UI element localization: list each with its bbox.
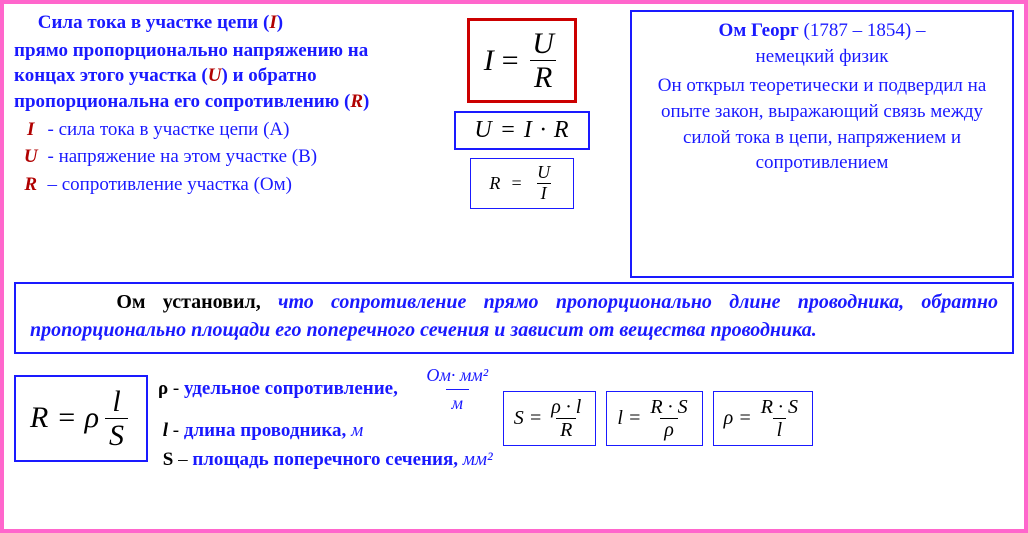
body-U: U bbox=[208, 65, 222, 86]
f3-num: U bbox=[537, 163, 550, 183]
def-R: R – сопротивление участка (Ом) bbox=[14, 172, 414, 198]
lg-S-dash: – bbox=[173, 449, 192, 470]
m2-den: l bbox=[773, 418, 787, 441]
def-U-text: напряжение на этом участке (В) bbox=[59, 146, 318, 167]
f2-text: U = I · R bbox=[474, 117, 569, 144]
bio-name: Ом Георг bbox=[719, 20, 799, 41]
m1-lhs: l bbox=[617, 407, 623, 430]
f1-num: U bbox=[532, 27, 554, 60]
lg-l-dash: - bbox=[168, 420, 184, 441]
slide-container: Сила тока в участке цепи (I) прямо пропо… bbox=[0, 0, 1028, 533]
def-U-dash: - bbox=[43, 146, 59, 167]
ohm-bio: Ом Георг (1787 – 1854) – немецкий физик … bbox=[630, 10, 1014, 278]
bio-subtitle: немецкий физик bbox=[640, 44, 1004, 70]
def-I-dash: - bbox=[43, 119, 59, 140]
formula-column: I = U R U = I · R R = U I bbox=[422, 10, 622, 278]
def-I-sym: I bbox=[19, 117, 43, 143]
m2-num: R · S bbox=[761, 396, 798, 418]
f3-frac: U I bbox=[537, 163, 551, 204]
lg-rho-text: удельное сопротивление, bbox=[184, 378, 398, 399]
unit-fraction: Ом· мм² м bbox=[426, 362, 488, 417]
body3: ) bbox=[363, 91, 369, 112]
f1-lhs: I bbox=[484, 44, 494, 78]
def-I-text: сила тока в участке цепи (А) bbox=[59, 119, 290, 140]
rf-eq: = bbox=[56, 401, 76, 435]
body-R: R bbox=[350, 91, 363, 112]
bio-years: (1787 – 1854) – bbox=[799, 20, 926, 41]
title: Сила тока в участке цепи (I) bbox=[14, 10, 414, 36]
f1-frac: U R bbox=[530, 27, 556, 94]
def-I: I - сила тока в участке цепи (А) bbox=[14, 117, 414, 143]
f3-den: I bbox=[537, 183, 551, 204]
def-U-sym: U bbox=[19, 144, 43, 170]
lg-l-unit: м bbox=[346, 420, 363, 441]
bio-desc: Он открыл теоретически и подвердил на оп… bbox=[640, 73, 1004, 176]
mini-formulas: S = ρ · l R l = R · S ρ ρ = R · S bbox=[503, 391, 813, 446]
m1-num: R · S bbox=[650, 396, 687, 418]
m0-lhs: S bbox=[514, 407, 524, 430]
m0-frac: ρ · l R bbox=[551, 396, 581, 441]
resistance-formula: R = ρ l S bbox=[14, 375, 148, 462]
uf-num: Ом· мм² bbox=[426, 362, 488, 389]
mini-l: l = R · S ρ bbox=[606, 391, 702, 446]
f1-den: R bbox=[530, 60, 556, 94]
lg-rho-dash: - bbox=[168, 378, 184, 399]
legend-S: S – площадь поперечного сечения, мм² bbox=[158, 446, 493, 475]
bio-line1: Ом Георг (1787 – 1854) – bbox=[640, 18, 1004, 44]
m2-lhs: ρ bbox=[724, 407, 734, 430]
m0-den: R bbox=[556, 418, 576, 441]
uf-den: м bbox=[446, 389, 470, 417]
mini-S: S = ρ · l R bbox=[503, 391, 597, 446]
def-R-dash: – bbox=[43, 174, 62, 195]
def-R-text: сопротивление участка (Ом) bbox=[62, 174, 292, 195]
legend-rho: ρ - удельное сопротивление, Ом· мм² м bbox=[158, 362, 493, 417]
lg-rho-sym: ρ bbox=[158, 378, 168, 399]
m1-eq: = bbox=[628, 407, 642, 430]
def-U: U - напряжение на этом участке (В) bbox=[14, 144, 414, 170]
f3-eq: = bbox=[510, 173, 522, 194]
ohm-resistance-statement: Ом установил, что сопротивление прямо пр… bbox=[14, 282, 1014, 354]
rf-frac: l S bbox=[105, 385, 128, 452]
bottom-row: R = ρ l S ρ - удельное сопротивление, Ом… bbox=[14, 362, 1014, 474]
title-close: ) bbox=[277, 12, 283, 33]
m2-eq: = bbox=[738, 407, 752, 430]
title-text: Сила тока в участке цепи ( bbox=[38, 12, 270, 33]
m1-den: ρ bbox=[660, 418, 678, 441]
formula-R: R = U I bbox=[470, 158, 573, 209]
rf-num: l bbox=[112, 385, 120, 418]
lg-S-unit: мм² bbox=[458, 449, 493, 470]
m2-frac: R · S l bbox=[761, 396, 798, 441]
m0-num: ρ · l bbox=[551, 396, 581, 418]
lg-l-text: длина проводника, bbox=[184, 420, 346, 441]
mini-rho: ρ = R · S l bbox=[713, 391, 813, 446]
law-statement: Сила тока в участке цепи (I) прямо пропо… bbox=[14, 10, 414, 278]
formula-U: U = I · R bbox=[454, 111, 589, 150]
rf-lhs: R bbox=[30, 401, 48, 435]
title-I: I bbox=[269, 12, 276, 33]
rf-rho: ρ bbox=[85, 401, 99, 435]
law-body: прямо пропорционально напряжению на конц… bbox=[14, 38, 414, 115]
ohm-lead: Ом установил, bbox=[116, 291, 278, 313]
legend: ρ - удельное сопротивление, Ом· мм² м l … bbox=[158, 362, 493, 474]
f1-eq: = bbox=[500, 44, 520, 78]
m0-eq: = bbox=[529, 407, 543, 430]
lg-S-sym: S bbox=[163, 449, 174, 470]
m1-frac: R · S ρ bbox=[650, 396, 687, 441]
formula-main: I = U R bbox=[467, 18, 578, 103]
def-R-sym: R bbox=[19, 172, 43, 198]
f3-lhs: R bbox=[489, 173, 500, 194]
lg-S-text: площадь поперечного сечения, bbox=[192, 449, 458, 470]
rf-den: S bbox=[105, 418, 128, 452]
legend-l: l - длина проводника, м bbox=[158, 417, 493, 446]
top-row: Сила тока в участке цепи (I) прямо пропо… bbox=[14, 10, 1014, 278]
